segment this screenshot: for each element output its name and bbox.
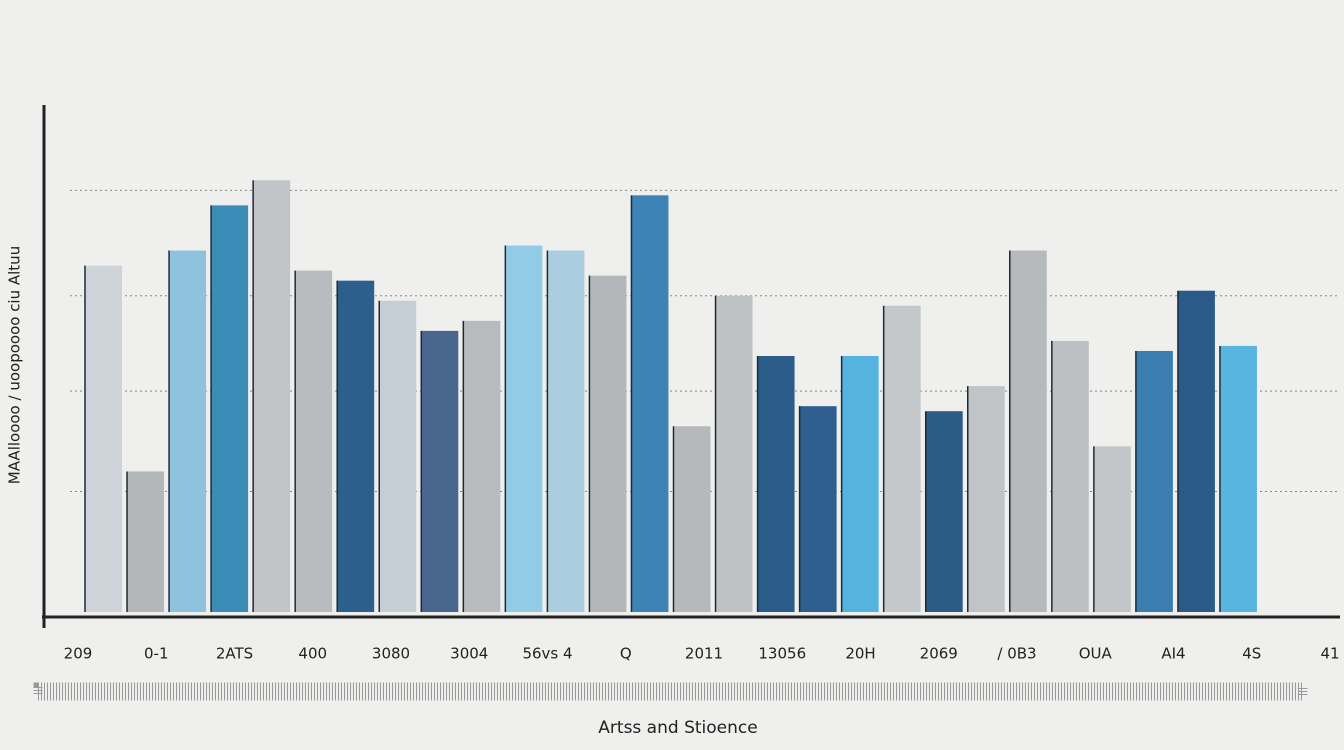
bar xyxy=(631,195,669,612)
bar xyxy=(1219,345,1257,612)
x-tick-label: OUA xyxy=(1079,645,1113,663)
bar xyxy=(673,426,711,612)
bar xyxy=(421,330,459,612)
bar xyxy=(841,355,879,612)
bar xyxy=(463,320,501,612)
x-tick-label: 13056 xyxy=(758,645,806,663)
bar xyxy=(1051,340,1089,612)
x-tick-label: 2011 xyxy=(685,645,723,663)
bar xyxy=(295,270,333,612)
tick-strip xyxy=(33,682,1308,701)
x-tick-label: AI4 xyxy=(1161,645,1185,663)
bar xyxy=(1093,446,1131,612)
bar xyxy=(883,305,921,612)
x-tick-label: / 0B3 xyxy=(997,645,1036,663)
bar xyxy=(547,250,585,612)
bar xyxy=(757,355,795,612)
x-tick-label: 3004 xyxy=(450,645,488,663)
x-tick-label: 41 xyxy=(1320,645,1339,663)
x-tick-label: 3080 xyxy=(372,645,410,663)
bar xyxy=(1177,290,1215,612)
bar xyxy=(505,245,543,613)
bar xyxy=(1135,350,1173,612)
x-tick-label: 0-1 xyxy=(144,645,169,663)
bar xyxy=(967,386,1005,612)
bar xyxy=(799,406,837,612)
bar xyxy=(337,280,375,612)
x-axis-title: Artss and Stioence xyxy=(598,718,757,738)
x-tick-label: Q xyxy=(620,645,632,663)
bar xyxy=(1009,250,1047,612)
x-tick-label: 56vs 4 xyxy=(522,645,572,663)
y-axis-title: MAAlloooo / uoopoooo ciu Altuu xyxy=(6,246,24,484)
x-tick-label: 2ATS xyxy=(216,645,253,663)
bar xyxy=(85,265,122,612)
bar xyxy=(589,275,627,612)
x-tick-label: 209 xyxy=(64,645,93,663)
x-tick-label: 20H xyxy=(845,645,875,663)
x-tick-label: 4S xyxy=(1242,645,1261,663)
bar xyxy=(379,300,417,612)
bar xyxy=(127,471,165,612)
bar xyxy=(253,180,291,612)
x-tick-label: 400 xyxy=(298,645,327,663)
bar xyxy=(925,411,963,612)
bar xyxy=(715,295,753,612)
x-tick-label: 2069 xyxy=(920,645,958,663)
bar xyxy=(211,205,249,612)
bar xyxy=(169,250,207,612)
